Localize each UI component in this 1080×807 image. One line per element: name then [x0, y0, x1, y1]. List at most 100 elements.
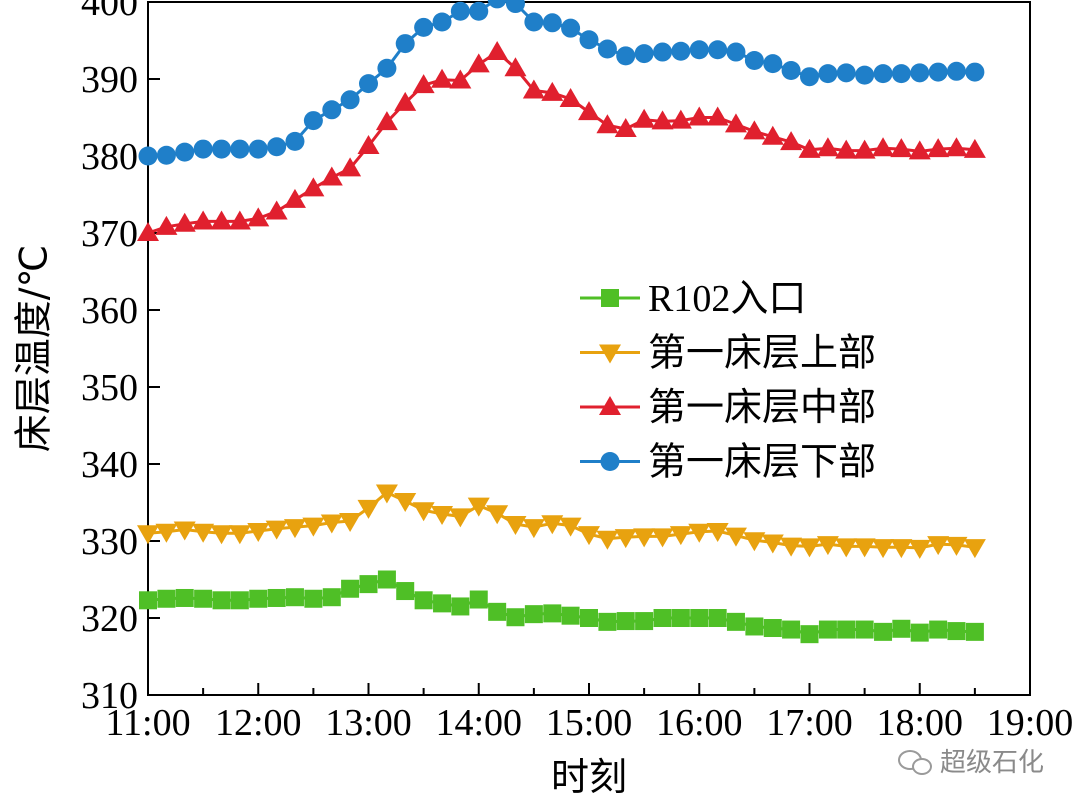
x-tick-label: 16:00: [656, 702, 743, 744]
data-point: [173, 212, 196, 232]
series-4: [138, 0, 985, 166]
data-point: [432, 12, 452, 32]
legend-label: 第一床层上部: [648, 333, 876, 375]
data-point: [892, 619, 911, 638]
data-point: [230, 591, 249, 610]
x-tick-label: 17:00: [766, 702, 853, 744]
data-point: [412, 502, 435, 522]
data-point: [651, 110, 674, 130]
data-point: [965, 622, 984, 641]
data-point: [192, 210, 215, 230]
data-point: [929, 620, 948, 639]
data-point: [193, 139, 213, 159]
data-point: [780, 537, 803, 557]
data-point: [395, 34, 415, 54]
data-point: [394, 492, 417, 512]
data-point: [763, 54, 783, 74]
data-point: [578, 526, 600, 546]
data-point: [945, 137, 968, 157]
data-point: [304, 589, 323, 608]
data-point: [412, 74, 435, 94]
data-point: [872, 137, 895, 157]
data-point: [891, 64, 911, 84]
data-point: [339, 157, 362, 177]
data-point: [283, 519, 306, 539]
data-point: [173, 521, 196, 541]
data-point: [285, 588, 304, 607]
data-point: [616, 46, 636, 66]
data-point: [761, 534, 784, 554]
data-point: [506, 608, 525, 627]
data-point: [230, 139, 250, 159]
x-tick-label: 19:00: [987, 702, 1074, 744]
data-point: [689, 40, 709, 60]
data-point: [726, 42, 746, 62]
data-point: [522, 79, 545, 99]
data-point: [469, 590, 488, 609]
legend-marker: [600, 452, 620, 471]
data-point: [155, 523, 178, 543]
data-point: [946, 61, 966, 81]
data-point: [874, 622, 893, 641]
data-point: [267, 588, 286, 607]
data-point: [137, 525, 159, 545]
data-point: [487, 0, 507, 9]
legend-label: 第一床层下部: [648, 442, 876, 484]
data-point: [522, 519, 545, 539]
legend-item: R102入口: [580, 278, 806, 320]
data-point: [228, 525, 251, 545]
data-point: [927, 536, 950, 556]
y-axis-title: 床层温度/℃: [12, 245, 56, 452]
data-point: [745, 617, 764, 636]
data-point: [800, 67, 819, 87]
data-point: [212, 139, 232, 159]
data-point: [744, 51, 764, 71]
data-point: [927, 138, 950, 158]
data-point: [706, 522, 729, 542]
data-point: [597, 39, 617, 59]
data-point: [853, 538, 876, 558]
data-point: [137, 222, 159, 241]
data-point: [139, 591, 157, 610]
data-point: [247, 522, 270, 542]
data-point: [835, 139, 858, 159]
data-point: [359, 74, 378, 94]
data-point: [855, 620, 874, 639]
data-point: [450, 1, 470, 21]
data-point: [908, 140, 931, 160]
data-point: [963, 138, 986, 158]
data-point: [688, 106, 711, 126]
data-point: [341, 579, 360, 598]
data-point: [175, 588, 194, 607]
data-point: [212, 591, 231, 610]
legend-item: 第一床层中部: [580, 387, 876, 429]
data-point: [835, 538, 858, 558]
data-point: [761, 125, 784, 145]
data-point: [340, 90, 360, 110]
data-point: [451, 597, 470, 616]
data-point: [616, 612, 635, 631]
data-point: [816, 137, 839, 157]
data-point: [320, 514, 343, 534]
legend-item: 第一床层上部: [580, 333, 876, 375]
data-point: [375, 111, 398, 131]
data-point: [743, 532, 766, 552]
data-point: [359, 575, 378, 594]
data-point: [375, 484, 398, 504]
data-point: [504, 57, 527, 77]
data-point: [541, 81, 564, 101]
data-point: [965, 62, 985, 82]
data-point: [798, 538, 821, 558]
data-point: [561, 18, 581, 38]
data-point: [872, 539, 895, 559]
data-point: [322, 100, 342, 120]
series-3: [137, 41, 986, 241]
y-tick-label: 320: [81, 598, 138, 640]
data-point: [283, 188, 306, 208]
data-point: [653, 609, 672, 627]
legend-marker: [599, 344, 621, 364]
legend-label: R102入口: [648, 278, 806, 320]
data-point: [155, 215, 178, 235]
data-point: [743, 120, 766, 140]
